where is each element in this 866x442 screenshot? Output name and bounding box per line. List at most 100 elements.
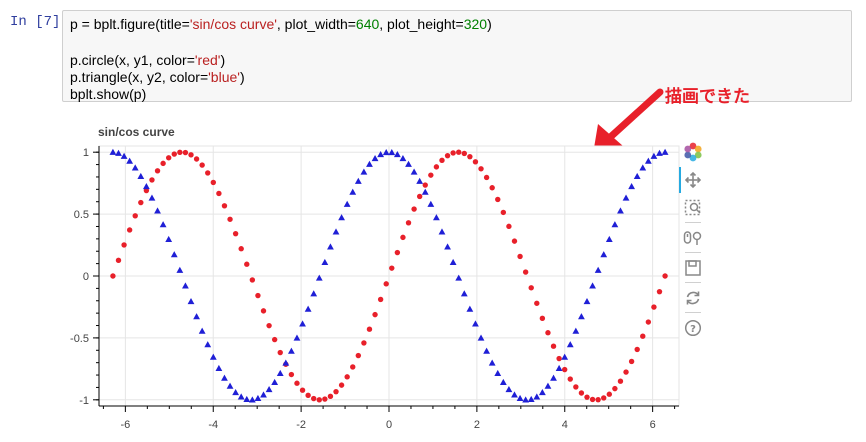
x-tick-label: 4 xyxy=(562,419,568,431)
toolbar-divider xyxy=(685,222,701,223)
data-point-triangle xyxy=(472,320,479,327)
data-point-triangle xyxy=(176,266,184,273)
data-point-triangle xyxy=(583,297,591,305)
data-point-triangle xyxy=(382,149,390,156)
data-point-circle xyxy=(350,364,356,370)
data-point-circle xyxy=(617,378,624,384)
code-cell-input[interactable]: p = bplt.figure(title='sin/cos curve', p… xyxy=(62,10,852,102)
data-point-triangle xyxy=(522,396,530,403)
data-point-circle xyxy=(623,369,629,375)
code-token: ) xyxy=(239,69,245,85)
data-point-triangle xyxy=(466,305,474,312)
data-point-circle xyxy=(377,296,384,303)
data-point-triangle xyxy=(299,320,306,327)
data-point-circle xyxy=(132,213,138,219)
data-point-triangle xyxy=(148,194,156,201)
data-point-circle xyxy=(662,273,668,279)
data-point-circle xyxy=(138,199,144,206)
x-tick-label: -2 xyxy=(296,419,306,431)
data-point-triangle xyxy=(449,258,457,265)
data-point-triangle xyxy=(304,305,312,312)
data-point-circle xyxy=(216,190,222,197)
data-point-triangle xyxy=(399,154,407,162)
data-point-triangle xyxy=(271,378,279,385)
annotation-label: 描画できた xyxy=(665,87,750,107)
box-zoom-icon[interactable] xyxy=(680,196,706,220)
data-point-circle xyxy=(628,358,635,365)
pan-icon[interactable] xyxy=(680,168,706,192)
data-point-circle xyxy=(355,352,362,359)
code-number: 320 xyxy=(463,16,488,32)
data-point-triangle xyxy=(600,251,608,258)
data-point-triangle xyxy=(661,148,669,155)
data-point-circle xyxy=(539,315,546,322)
data-point-triangle xyxy=(226,382,234,389)
data-point-circle xyxy=(517,253,523,260)
data-point-circle xyxy=(578,390,585,396)
data-point-circle xyxy=(266,322,272,329)
data-point-triangle xyxy=(131,164,139,171)
code-line-circle: p.circle(x, y1, color='red') xyxy=(70,52,225,68)
grid xyxy=(98,145,680,407)
data-point-circle xyxy=(550,343,557,349)
data-point-circle xyxy=(651,304,657,310)
code-string: 'red' xyxy=(194,52,221,68)
x-tick-label: -4 xyxy=(208,419,218,431)
data-point-triangle xyxy=(410,168,418,175)
axes: -6 -4 -2 0 2 4 6 1 0.5 0 -0.5 -1 xyxy=(70,146,679,431)
data-point-triangle xyxy=(444,243,451,250)
data-point-triangle xyxy=(589,282,596,289)
data-point-circle xyxy=(383,281,389,287)
save-icon[interactable] xyxy=(680,256,706,280)
data-point-circle xyxy=(311,395,317,402)
data-point-circle xyxy=(227,216,233,222)
data-point-circle xyxy=(467,153,473,160)
wheel-zoom-icon[interactable] xyxy=(680,226,706,250)
data-point-circle xyxy=(589,396,596,403)
data-point-triangle xyxy=(611,221,619,228)
x-tick-label: -6 xyxy=(120,419,130,431)
data-point-triangle xyxy=(265,386,273,393)
reset-icon[interactable] xyxy=(680,286,706,310)
data-point-circle xyxy=(232,230,239,237)
data-point-circle xyxy=(260,308,267,314)
data-point-triangle xyxy=(366,160,373,167)
data-point-circle xyxy=(115,257,122,264)
data-point-triangle xyxy=(427,200,435,207)
data-point-triangle xyxy=(193,313,200,320)
data-point-circle xyxy=(160,160,166,167)
data-point-triangle xyxy=(561,353,569,360)
code-line-show: bplt.show(p) xyxy=(70,86,147,102)
data-point-triangle xyxy=(544,382,552,389)
data-point-circle xyxy=(338,382,345,388)
y-tick-label: -0.5 xyxy=(70,333,89,345)
data-point-circle xyxy=(567,376,573,382)
data-point-circle xyxy=(271,336,278,343)
data-point-circle xyxy=(439,157,445,164)
data-point-circle xyxy=(416,193,423,200)
code-token: ) xyxy=(220,52,226,68)
data-point-circle xyxy=(394,249,401,256)
data-point-circle xyxy=(601,395,607,401)
data-point-circle xyxy=(322,396,328,402)
toolbar-divider xyxy=(685,282,701,283)
code-token: ) xyxy=(487,16,492,32)
data-point-triangle xyxy=(198,327,206,334)
data-point-triangle xyxy=(622,194,630,201)
data-point-circle xyxy=(545,330,551,336)
data-point-circle xyxy=(361,340,367,346)
code-token: , plot_width= xyxy=(276,16,356,32)
data-point-circle xyxy=(299,387,306,393)
data-point-triangle xyxy=(232,388,240,396)
data-point-circle xyxy=(461,150,467,157)
data-point-triangle xyxy=(578,313,585,320)
data-point-circle xyxy=(411,206,417,212)
data-point-triangle xyxy=(332,228,340,235)
bokeh-logo-icon[interactable] xyxy=(680,140,706,164)
data-point-triangle xyxy=(276,369,284,377)
data-point-circle xyxy=(294,380,300,386)
help-icon[interactable]: ? xyxy=(680,316,706,340)
data-point-triangle xyxy=(605,235,613,242)
data-point-triangle xyxy=(550,374,557,381)
data-point-triangle xyxy=(349,188,357,195)
